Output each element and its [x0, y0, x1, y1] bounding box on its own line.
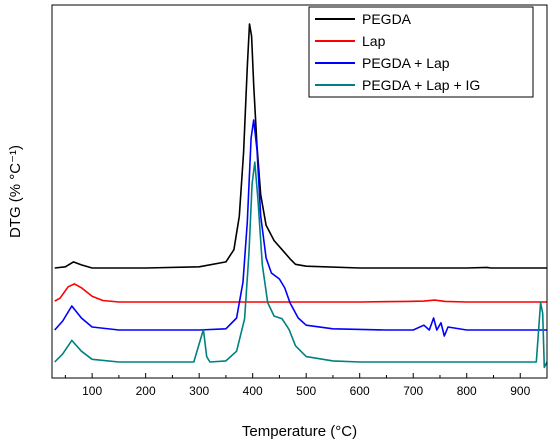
legend-box [308, 6, 534, 98]
x-axis-title: Temperature (°C) [242, 423, 357, 440]
x-tick-label-700: 700 [403, 384, 423, 398]
legend-label: PEGDA [362, 11, 412, 27]
series-line-lap [54, 283, 547, 303]
series-layer [54, 23, 548, 369]
legend: PEGDA Lap PEGDA + Lap PEGDA + Lap + IG [308, 6, 534, 98]
series-line-pegda-lap-ig [54, 161, 548, 369]
legend-label: Lap [362, 33, 386, 49]
series-line-pegda-lap [54, 119, 547, 337]
plot-frame [51, 4, 548, 379]
x-tick-label-400: 400 [243, 384, 263, 398]
series-line-pegda [54, 23, 547, 269]
x-tick-label-200: 200 [136, 384, 156, 398]
x-tick-label-300: 300 [189, 384, 209, 398]
x-tick-label-100: 100 [82, 384, 102, 398]
x-tick-label-900: 900 [510, 384, 530, 398]
x-tick-label-500: 500 [296, 384, 316, 398]
x-tick-label-800: 800 [457, 384, 477, 398]
legend-label: PEGDA + Lap + IG [362, 77, 480, 93]
x-axis: 100 200 300 400 500 600 700 800 900 [64, 373, 548, 398]
x-tick-label-600: 600 [350, 384, 370, 398]
y-axis-title: DTG (% °C⁻¹) [7, 145, 24, 238]
legend-label: PEGDA + Lap [362, 55, 450, 71]
